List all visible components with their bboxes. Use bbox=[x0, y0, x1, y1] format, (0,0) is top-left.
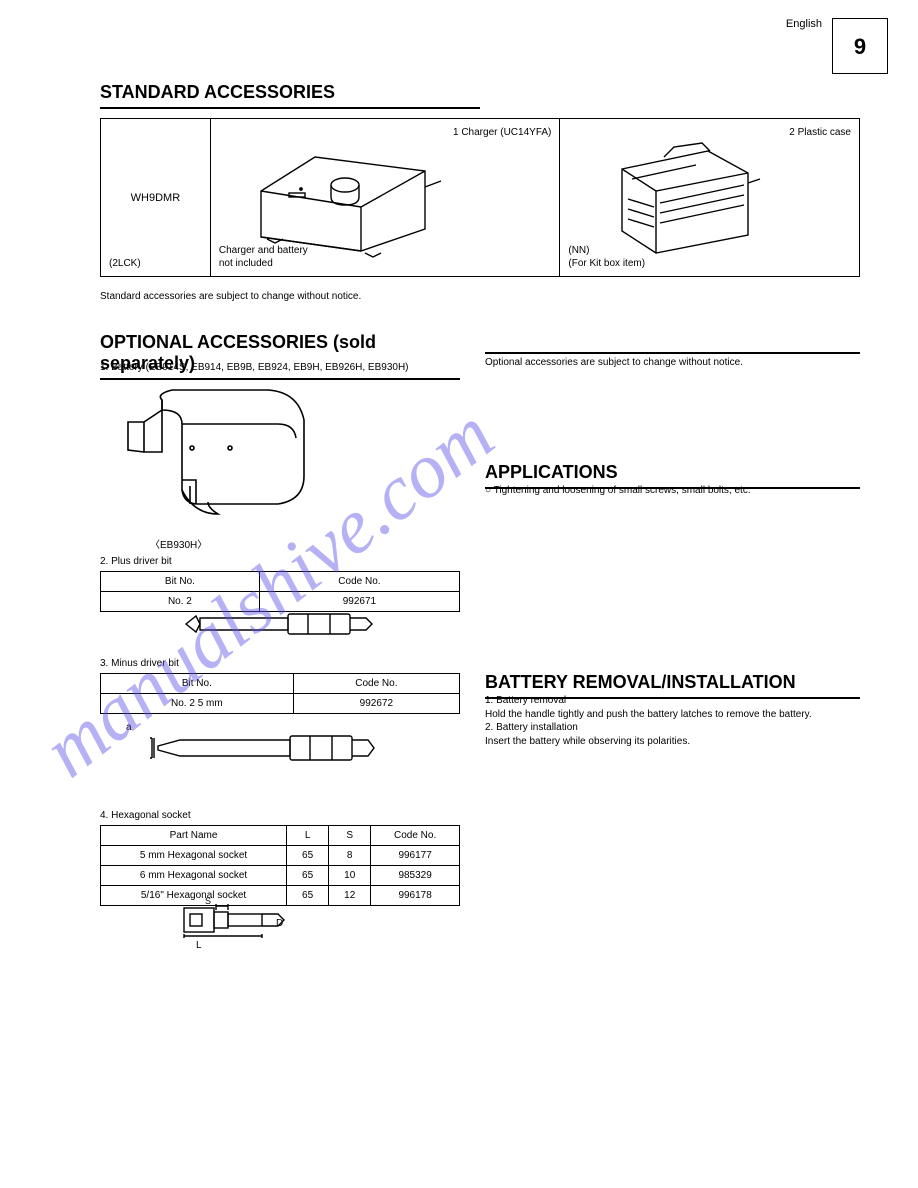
std-case-cell: 2 Plastic case bbox=[560, 119, 860, 277]
english-label: English bbox=[786, 18, 822, 30]
hex-r1c1: 65 bbox=[287, 846, 329, 866]
plus-h1: Bit No. bbox=[101, 572, 260, 592]
battery-item-label: 1. Battery (EB914S, EB914, EB9B, EB924, … bbox=[100, 362, 480, 373]
hex-h2: L bbox=[287, 826, 329, 846]
hex-r2c2: 10 bbox=[329, 866, 371, 886]
standard-accessories-table: WH9DMR (2LCK) 1 Charger (UC14YFA) bbox=[100, 118, 860, 277]
hex-r3c2: 12 bbox=[329, 886, 371, 906]
hex-r1c0: 5 mm Hexagonal socket bbox=[101, 846, 287, 866]
hex-socket-table: Part Name L S Code No. 5 mm Hexagonal so… bbox=[100, 825, 460, 906]
std-row-label: WH9DMR bbox=[101, 192, 210, 204]
hex-socket-illustration bbox=[180, 900, 310, 940]
case-label: 2 Plastic case bbox=[789, 127, 851, 138]
std-nn-note-left: Charger and battery not included bbox=[219, 244, 308, 270]
plus-bit-illustration bbox=[180, 604, 380, 644]
optional-right-rule bbox=[485, 332, 860, 354]
hex-r3c3: 996178 bbox=[371, 886, 460, 906]
optional-right-note: Optional accessories are subject to chan… bbox=[485, 356, 860, 370]
hex-socket-label: 4. Hexagonal socket bbox=[100, 810, 460, 821]
hex-socket-block: 4. Hexagonal socket Part Name L S Code N… bbox=[100, 810, 460, 906]
battery-caption: 〈EB930H〉 bbox=[150, 536, 207, 551]
minus-h2: Code No. bbox=[293, 674, 459, 694]
hex-r2c3: 985329 bbox=[371, 866, 460, 886]
hex-dim-l: L bbox=[196, 940, 202, 951]
std-footer-note: Standard accessories are subject to chan… bbox=[100, 290, 500, 303]
hex-h1: Part Name bbox=[101, 826, 287, 846]
minus-bit-block: 3. Minus driver bit Bit No.Code No. No. … bbox=[100, 658, 460, 714]
page-number: 9 bbox=[832, 18, 888, 74]
case-illustration bbox=[600, 139, 770, 259]
hex-h3: S bbox=[329, 826, 371, 846]
minus-bit-table: Bit No.Code No. No. 2 5 mm992672 bbox=[100, 673, 460, 714]
std-row-label-cell: WH9DMR (2LCK) bbox=[101, 119, 211, 277]
hex-r1c2: 8 bbox=[329, 846, 371, 866]
minus-bit-label: 3. Minus driver bit bbox=[100, 658, 460, 669]
plus-h2: Code No. bbox=[259, 572, 459, 592]
battery-illustration bbox=[122, 380, 322, 530]
hex-r1c3: 996177 bbox=[371, 846, 460, 866]
minus-dim-a: a bbox=[126, 722, 132, 733]
minus-r1c2: 992672 bbox=[293, 694, 459, 714]
applications-body: ○ Tightening and loosening of small scre… bbox=[485, 484, 860, 498]
hex-r2c0: 6 mm Hexagonal socket bbox=[101, 866, 287, 886]
plus-bit-label: 2. Plus driver bit bbox=[100, 556, 460, 567]
hex-r2c1: 65 bbox=[287, 866, 329, 886]
std-2lck-note: (2LCK) bbox=[109, 257, 141, 270]
minus-bit-illustration bbox=[150, 728, 380, 768]
std-nn-note-right: (NN) (For Kit box item) bbox=[568, 244, 645, 270]
standard-accessories-title: STANDARD ACCESSORIES bbox=[100, 82, 480, 109]
minus-h1: Bit No. bbox=[101, 674, 294, 694]
hex-dim-d: D bbox=[276, 918, 283, 929]
charger-label: 1 Charger (UC14YFA) bbox=[453, 127, 551, 138]
hex-h4: Code No. bbox=[371, 826, 460, 846]
std-charger-cell: 1 Charger (UC14YFA) bbox=[210, 119, 560, 277]
removal-body: 1. Battery removal Hold the handle tight… bbox=[485, 694, 860, 748]
minus-r1c1: No. 2 5 mm bbox=[101, 694, 294, 714]
